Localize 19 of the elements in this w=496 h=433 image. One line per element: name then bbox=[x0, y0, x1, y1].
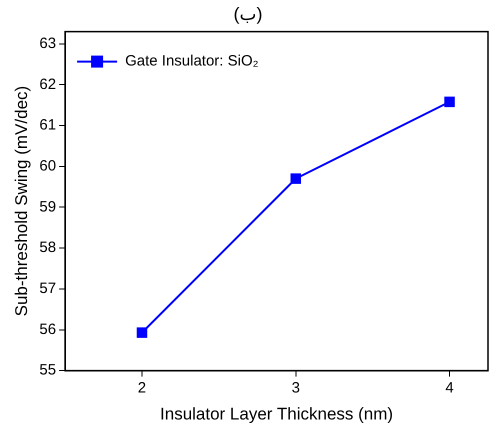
point bbox=[290, 173, 302, 184]
y-axis-title: Sub-threshold Swing (mV/dec) bbox=[12, 86, 31, 316]
y-tick-label: 57 bbox=[39, 280, 56, 298]
y-tick-label: 55 bbox=[39, 362, 56, 379]
y-tick-label: 63 bbox=[39, 34, 56, 52]
point bbox=[136, 327, 148, 338]
chart-title: (ب) bbox=[234, 4, 262, 24]
y-tick-label: 60 bbox=[39, 158, 56, 175]
x-tick-label: 4 bbox=[445, 380, 454, 397]
y-tick-label: 58 bbox=[39, 239, 56, 256]
y-tick-label: 61 bbox=[39, 116, 56, 134]
y-tick-label: 62 bbox=[39, 76, 56, 93]
x-axis-title: Insulator Layer Thickness (nm) bbox=[160, 404, 394, 424]
x-tick-label: 2 bbox=[138, 380, 146, 397]
y-tick-label: 59 bbox=[39, 198, 56, 216]
legend-label: Gate Insulator: SiO₂ bbox=[125, 52, 259, 70]
point bbox=[444, 96, 455, 108]
x-tick-label: 3 bbox=[292, 380, 300, 397]
y-tick-label: 56 bbox=[39, 320, 56, 338]
